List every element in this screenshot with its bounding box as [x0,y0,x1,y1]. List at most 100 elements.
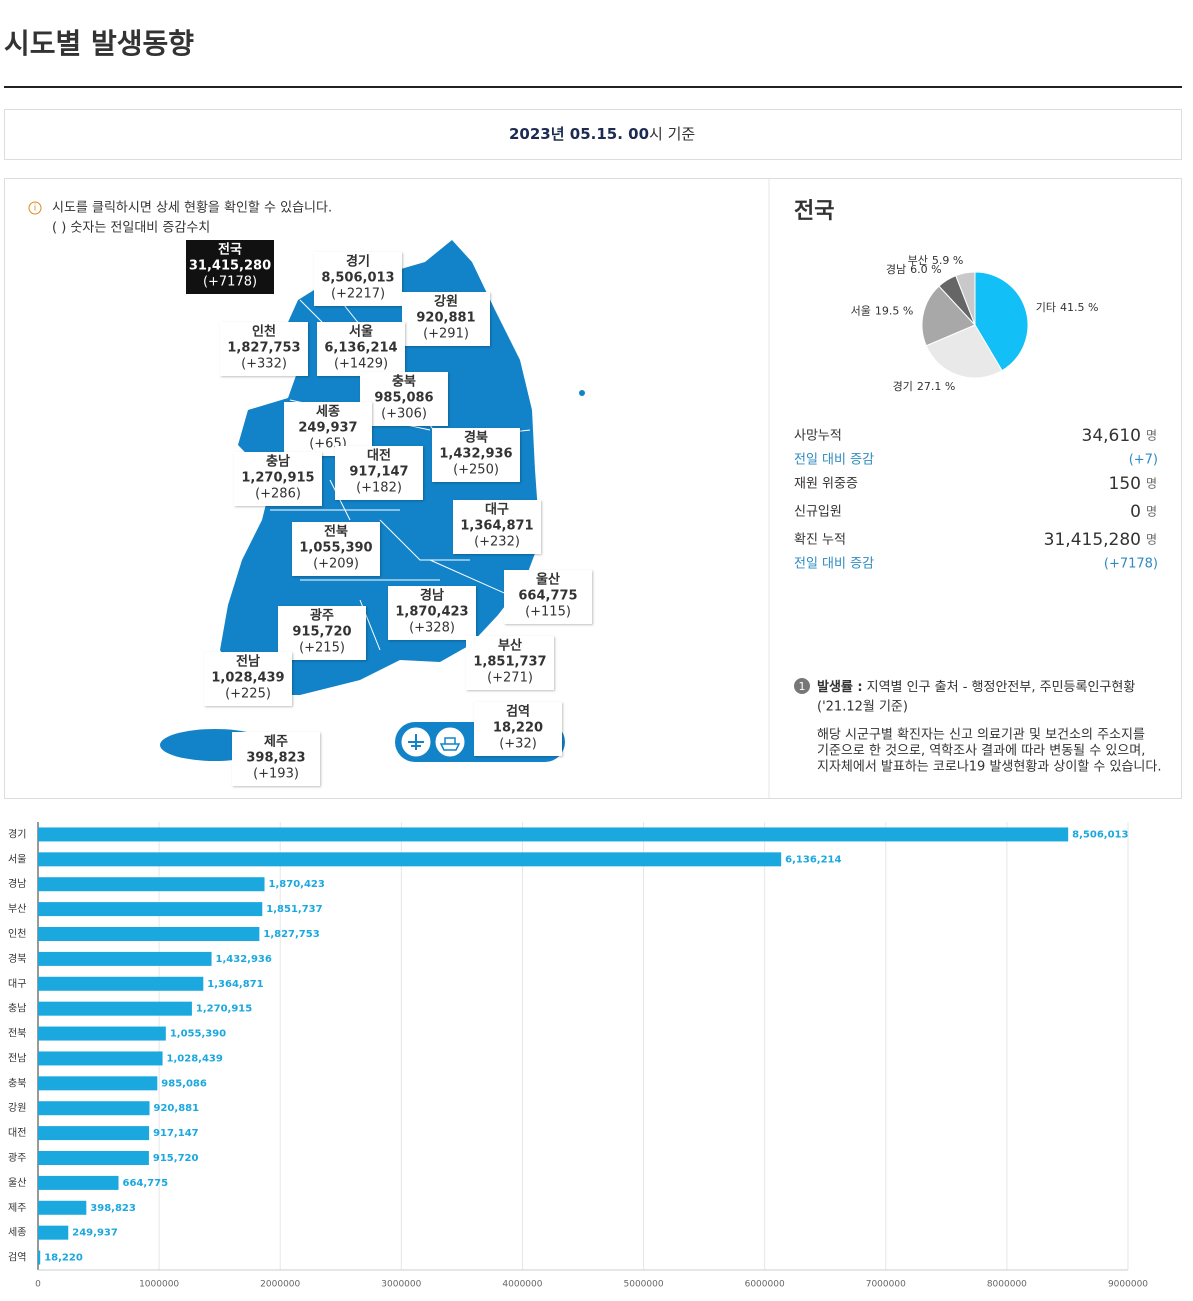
region-change: (+7178) [203,275,257,290]
region-change: (+115) [525,605,571,620]
date-box [4,109,1182,160]
y-tick-label: 제주 [8,1202,26,1214]
region-change: (+271) [487,671,533,686]
stat-unit: 명 [1146,429,1157,443]
region-name: 인천 [252,324,276,340]
y-tick-label: 경남 [8,877,26,890]
region-change: (+193) [253,767,299,782]
y-tick-label: 대구 [8,978,26,990]
x-tick-label: 0 [35,1280,41,1290]
region-name: 검역 [506,704,530,720]
region-box [292,522,380,576]
region-change: (+215) [299,641,345,656]
note-text: 기준으로 한 것으로, 역학조사 결과에 따라 변동될 수 있으며, [817,744,1145,759]
bar [38,1200,87,1215]
note-badge [794,678,810,694]
pie-slice [974,271,1029,372]
region-change: (+209) [313,557,359,572]
region-total: 8,506,013 [321,271,394,286]
bar [38,1175,119,1190]
region-label[interactable]: 서울6,136,214(+1429) [317,322,405,376]
y-tick-label: 광주 [8,1152,26,1164]
region-name: 강원 [434,294,458,310]
bar-value-label: 915,720 [153,1153,199,1164]
pie-label-value: 19.5 % [875,304,913,317]
region-name: 전북 [324,524,348,540]
y-tick-label: 서울 [8,853,26,865]
bar [38,1151,149,1165]
region-box [314,252,402,306]
stat-change: (+7) [1129,453,1158,468]
region-total: 917,147 [349,465,408,480]
region-label[interactable]: 경북1,432,936(+250) [432,428,520,482]
pie-label-name: 기타 [1036,301,1056,314]
date-line: 2023년 05.15. 00시 기준 [509,125,695,143]
bar-value-label: 1,851,737 [266,904,322,915]
stat-unit: 명 [1146,533,1157,547]
region-box [453,500,541,554]
region-box [388,586,476,640]
region-label[interactable]: 부산1,851,737(+271) [466,636,554,690]
x-tick-label: 3000000 [381,1280,421,1290]
region-name: 세종 [316,405,340,420]
info-icon [28,201,42,215]
page-title: 시도별 발생동향 [4,27,194,60]
bar [38,951,212,966]
x-tick-label: 4000000 [502,1280,542,1290]
region-label[interactable]: 충남1,270,915(+286) [234,452,322,506]
bar [38,827,1069,842]
bar-value-label: 1,055,390 [170,1029,226,1040]
pie-label: 경기 27.1 % [893,380,956,393]
x-tick-label: 1000000 [139,1280,179,1290]
stat-value: 31,415,280 [1044,530,1141,550]
region-box [432,428,520,482]
note-source: 지역별 인구 출처 - 행정안전부, 주민등록인구현황 [867,679,1136,695]
region-name: 충남 [266,454,290,470]
islet [579,390,585,396]
pie-slice [921,285,976,347]
y-tick-label: 울산 [8,1177,26,1189]
region-label[interactable]: 대구1,364,871(+232) [453,500,541,554]
region-change: (+328) [409,621,455,636]
main-box [4,178,1182,799]
region-name: 경기 [346,254,370,270]
pie-slice [925,324,1003,379]
stat-unit: 명 [1146,505,1157,519]
region-change: (+182) [356,481,402,496]
stat-label: 확진 누적 [794,533,846,548]
region-total: 18,220 [493,721,543,736]
region-name: 울산 [536,572,560,588]
region-label[interactable]: 인천1,827,753(+332) [220,322,308,376]
pie-slice [955,271,976,326]
bar-value-label: 985,086 [161,1078,207,1089]
bar [38,1225,69,1240]
region-label[interactable]: 전남1,028,439(+225) [204,652,292,706]
region-total: 249,937 [298,421,357,436]
bar-value-label: 1,270,915 [196,1004,252,1015]
region-label[interactable]: 경기8,506,013(+2217) [314,252,402,306]
y-tick-label: 대전 [8,1127,26,1139]
pie-label: 서울 19.5 % [851,304,914,317]
note-title: 발생률 : [817,679,863,695]
bar [38,1126,150,1141]
region-total: 31,415,280 [189,259,271,274]
region-total: 1,364,871 [460,519,533,534]
region-label[interactable]: 경남1,870,423(+328) [388,586,476,640]
y-tick-label: 충남 [8,1003,26,1015]
region-label[interactable]: 전북1,055,390(+209) [292,522,380,576]
region-name: 광주 [310,609,334,624]
region-total: 1,870,423 [395,605,468,620]
y-tick-label: 충북 [8,1077,26,1089]
bar [38,902,263,917]
port-icon [434,726,466,758]
region-box [360,372,448,426]
